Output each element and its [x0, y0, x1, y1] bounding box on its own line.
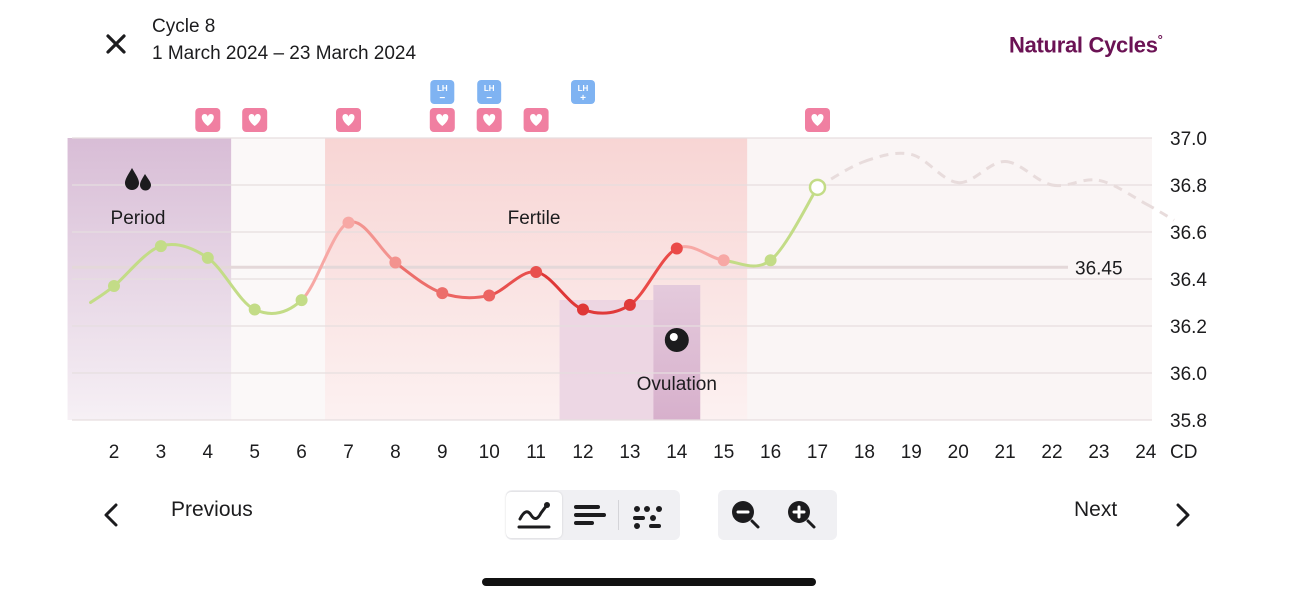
- y-tick-label: 36.0: [1170, 364, 1207, 385]
- temperature-point: [108, 280, 120, 293]
- view-mode-selector: [506, 490, 680, 540]
- y-tick-label: 35.8: [1170, 411, 1207, 432]
- x-tick-label: 13: [619, 442, 640, 463]
- x-tick-label: 10: [479, 442, 500, 463]
- bar-view-button[interactable]: [562, 492, 618, 538]
- temperature-point: [764, 254, 777, 267]
- temperature-point: [483, 289, 496, 302]
- temperature-point: [670, 242, 683, 255]
- temperature-point: [154, 240, 167, 253]
- x-tick-label: 18: [854, 442, 875, 463]
- heart-icon: [195, 108, 221, 132]
- next-button[interactable]: Next: [1074, 498, 1118, 521]
- svg-text:+: +: [580, 93, 586, 104]
- x-tick-label: 11: [526, 442, 546, 463]
- temperature-point: [436, 287, 449, 300]
- temperature-point: [201, 251, 214, 264]
- x-tick-label: 16: [760, 442, 781, 463]
- heart-icon: [242, 108, 268, 132]
- cycle-title: Cycle 8: [152, 16, 216, 37]
- x-tick-label: 19: [901, 442, 922, 463]
- ovulation-window-band: [559, 300, 654, 420]
- y-tick-label: 36.8: [1170, 176, 1207, 197]
- svg-text:LH: LH: [437, 84, 448, 93]
- brand-logo: Natural Cycles°: [1009, 32, 1163, 58]
- zoom-in-icon: [788, 501, 816, 529]
- x-tick-label: 20: [948, 442, 969, 463]
- ovulation-egg-icon: [664, 328, 689, 352]
- next-chevron-icon[interactable]: [1167, 500, 1197, 530]
- close-button[interactable]: [98, 26, 134, 62]
- dot-view-button[interactable]: [619, 492, 675, 538]
- heart-icon: [523, 108, 549, 132]
- x-tick-label: 17: [807, 442, 828, 463]
- zoom-controls: [718, 490, 837, 540]
- predicted-temperature-line: [816, 151, 1175, 222]
- zoom-out-icon: [732, 501, 760, 529]
- x-tick-label: 4: [203, 442, 214, 463]
- x-tick-label: 2: [109, 442, 120, 463]
- svg-text:−: −: [486, 93, 492, 104]
- temperature-point: [717, 254, 730, 267]
- period-drops-icon: [125, 168, 151, 191]
- svg-text:LH: LH: [578, 84, 589, 93]
- zoom-in-button[interactable]: [774, 492, 830, 538]
- x-tick-label: 3: [156, 442, 167, 463]
- x-tick-label: 15: [713, 442, 734, 463]
- x-tick-label: 22: [1041, 442, 1062, 463]
- home-indicator: [482, 578, 816, 586]
- close-icon: [106, 34, 126, 54]
- temperature-point: [295, 294, 308, 307]
- x-axis-label: CD: [1170, 442, 1197, 463]
- y-tick-label: 36.6: [1170, 223, 1207, 244]
- x-tick-label: 14: [666, 442, 688, 463]
- x-tick-label: 12: [572, 442, 593, 463]
- x-tick-label: 9: [437, 442, 448, 463]
- segment-divider: [618, 500, 619, 530]
- previous-button[interactable]: Previous: [171, 498, 253, 521]
- x-tick-label: 7: [343, 442, 354, 463]
- x-tick-label: 24: [1135, 442, 1157, 463]
- bar-view-icon: [574, 505, 606, 525]
- period-label: Period: [111, 208, 166, 229]
- svg-text:LH: LH: [484, 84, 495, 93]
- ovulation-label: Ovulation: [637, 374, 717, 395]
- curve-view-button[interactable]: [506, 492, 562, 538]
- temperature-point: [530, 265, 543, 278]
- previous-chevron-icon[interactable]: [97, 500, 127, 530]
- temperature-point: [389, 256, 402, 269]
- fertile-label: Fertile: [508, 208, 561, 229]
- zoom-out-button[interactable]: [718, 492, 774, 538]
- heart-icon: [805, 108, 830, 132]
- x-tick-label: 5: [249, 442, 260, 463]
- curve-view-icon: [517, 502, 551, 529]
- temperature-point-latest: [808, 178, 827, 197]
- lh-test-icon: LH−: [430, 80, 455, 104]
- y-tick-label: 37.0: [1170, 129, 1207, 150]
- dot-view-icon: [633, 506, 662, 529]
- cycle-date-range: 1 March 2024 – 23 March 2024: [152, 43, 417, 64]
- heart-icon: [336, 108, 361, 132]
- temperature-point: [623, 298, 636, 311]
- lh-test-icon: LH−: [477, 80, 502, 104]
- x-tick-label: 21: [995, 442, 1016, 463]
- temperature-point: [248, 303, 261, 316]
- svg-text:−: −: [439, 93, 445, 104]
- x-tick-label: 8: [390, 442, 401, 463]
- y-tick-label: 36.2: [1170, 317, 1207, 338]
- heart-icon: [476, 108, 502, 132]
- lh-test-icon: LH+: [571, 80, 595, 104]
- heart-icon: [429, 108, 455, 132]
- temperature-point: [577, 303, 589, 316]
- x-tick-label: 23: [1088, 442, 1109, 463]
- ovulation-day-band: [653, 285, 701, 420]
- coverline-label: 36.45: [1075, 258, 1123, 279]
- x-tick-label: 6: [296, 442, 307, 463]
- temperature-point: [342, 216, 355, 229]
- y-tick-label: 36.4: [1170, 270, 1207, 291]
